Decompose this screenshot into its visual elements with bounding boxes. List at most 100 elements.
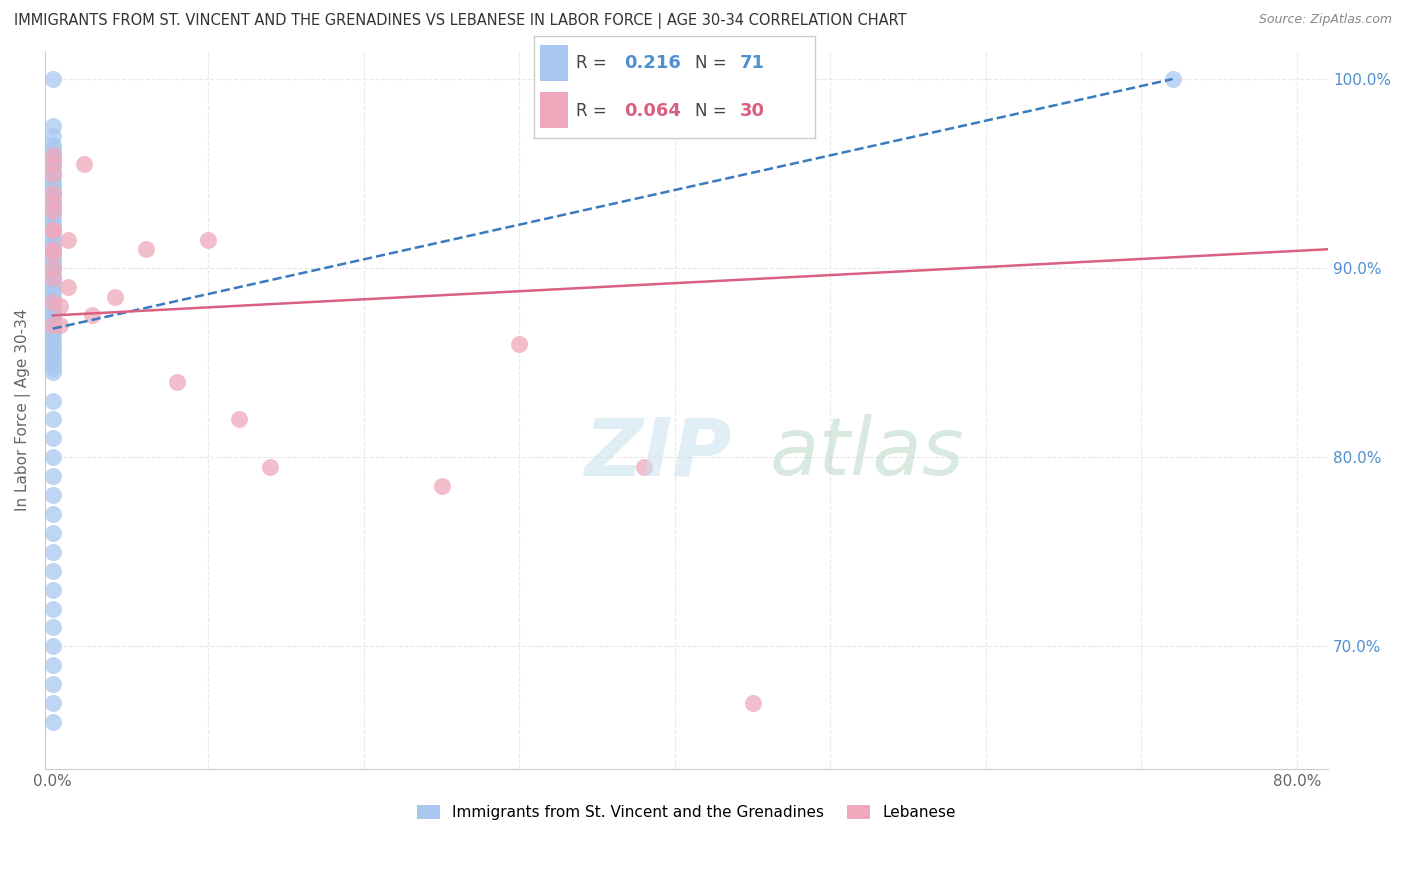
Y-axis label: In Labor Force | Age 30-34: In Labor Force | Age 30-34 <box>15 309 31 511</box>
Point <box>41 147 63 161</box>
Point <box>41 361 63 376</box>
Point <box>430 478 453 492</box>
Point <box>41 242 63 256</box>
Text: atlas: atlas <box>770 414 965 492</box>
Point <box>41 677 63 691</box>
Point <box>41 186 63 200</box>
Point <box>259 459 281 474</box>
Point <box>41 343 63 357</box>
Point <box>41 321 63 335</box>
Point <box>41 242 63 256</box>
Point <box>41 620 63 634</box>
Point <box>41 696 63 710</box>
Point <box>41 189 63 203</box>
Point <box>41 261 63 276</box>
Point <box>41 252 63 266</box>
Point <box>41 128 63 143</box>
Point <box>41 236 63 251</box>
Point <box>41 214 63 228</box>
Point <box>41 194 63 209</box>
Point <box>41 564 63 578</box>
Point <box>41 658 63 673</box>
Point <box>135 242 157 256</box>
Point <box>41 365 63 379</box>
Point <box>41 309 63 323</box>
Text: ZIP: ZIP <box>583 414 731 492</box>
Point <box>166 375 188 389</box>
Point <box>41 138 63 153</box>
Point <box>73 157 96 171</box>
Point <box>41 204 63 219</box>
Point <box>41 302 63 317</box>
Text: 0.216: 0.216 <box>624 54 681 72</box>
Point <box>41 199 63 213</box>
Point <box>104 289 127 303</box>
Point <box>41 194 63 209</box>
Point <box>41 393 63 408</box>
Point <box>41 170 63 185</box>
Point <box>41 318 63 332</box>
Point <box>41 431 63 445</box>
Point <box>41 601 63 615</box>
Point <box>41 312 63 326</box>
Point <box>41 72 63 87</box>
Point <box>41 204 63 219</box>
Bar <box>540 92 568 128</box>
Point <box>41 147 63 161</box>
Point <box>41 208 63 222</box>
Point <box>228 412 250 426</box>
Point <box>1161 72 1184 87</box>
Point <box>41 167 63 181</box>
Point <box>41 356 63 370</box>
Point <box>41 274 63 288</box>
Text: Source: ZipAtlas.com: Source: ZipAtlas.com <box>1258 13 1392 27</box>
Point <box>58 233 80 247</box>
Point <box>41 488 63 502</box>
Text: 0.064: 0.064 <box>624 102 681 120</box>
Point <box>41 157 63 171</box>
Point <box>41 469 63 483</box>
Point <box>41 265 63 279</box>
Point <box>41 223 63 237</box>
Point <box>41 179 63 194</box>
Point <box>41 227 63 241</box>
Legend: Immigrants from St. Vincent and the Grenadines, Lebanese: Immigrants from St. Vincent and the Gren… <box>411 799 962 826</box>
Point <box>41 161 63 175</box>
Point <box>41 246 63 260</box>
Point <box>508 336 530 351</box>
Point <box>41 327 63 342</box>
Point <box>41 255 63 269</box>
Point <box>197 233 219 247</box>
Point <box>41 218 63 232</box>
Point <box>41 336 63 351</box>
Point <box>41 412 63 426</box>
Point <box>41 450 63 465</box>
Point <box>49 299 72 313</box>
Point <box>741 696 763 710</box>
Point <box>41 186 63 200</box>
Point <box>41 346 63 360</box>
Point <box>41 331 63 345</box>
Point <box>41 545 63 559</box>
Point <box>41 233 63 247</box>
Text: 71: 71 <box>740 54 765 72</box>
Point <box>41 318 63 332</box>
Text: 30: 30 <box>740 102 765 120</box>
Point <box>41 280 63 294</box>
Point <box>41 176 63 190</box>
Point <box>41 261 63 276</box>
Point <box>80 309 103 323</box>
Point <box>49 318 72 332</box>
Text: N =: N = <box>695 102 731 120</box>
Point <box>41 270 63 285</box>
Point <box>41 157 63 171</box>
Point <box>41 142 63 156</box>
Text: N =: N = <box>695 54 731 72</box>
Point <box>41 525 63 540</box>
Point <box>633 459 655 474</box>
Point <box>41 507 63 521</box>
Point <box>41 152 63 166</box>
Point <box>41 167 63 181</box>
Point <box>41 640 63 654</box>
Point <box>41 246 63 260</box>
